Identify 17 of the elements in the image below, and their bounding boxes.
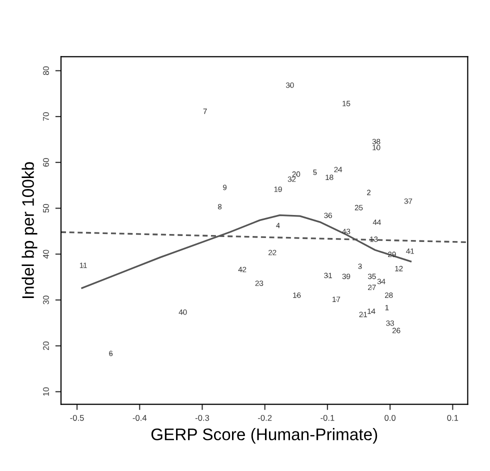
y-tick-label: 40 <box>43 250 49 259</box>
x-tick-label: -0.2 <box>258 414 272 421</box>
x-tick-label: -0.3 <box>195 414 210 421</box>
y-axis-title: Indel bp per 100kb <box>22 162 38 298</box>
y-tick-label: 50 <box>43 204 49 213</box>
y-tick-label: 70 <box>43 112 49 121</box>
y-tick-label: 60 <box>43 158 49 167</box>
y-tick-label: 30 <box>43 296 49 304</box>
y-tick-label: 80 <box>43 66 49 75</box>
x-tick-label: 0.1 <box>447 414 458 421</box>
y-tick-label: 10 <box>43 387 49 396</box>
x-tick-label: 0.0 <box>384 414 396 421</box>
y-tick-label: 20 <box>43 342 49 350</box>
x-tick-label: -0.1 <box>320 414 334 421</box>
x-axis-title: GERP Score (Human-Primate) <box>151 428 378 444</box>
x-tick-label: -0.5 <box>70 414 84 421</box>
x-tick-label: -0.4 <box>132 414 147 421</box>
